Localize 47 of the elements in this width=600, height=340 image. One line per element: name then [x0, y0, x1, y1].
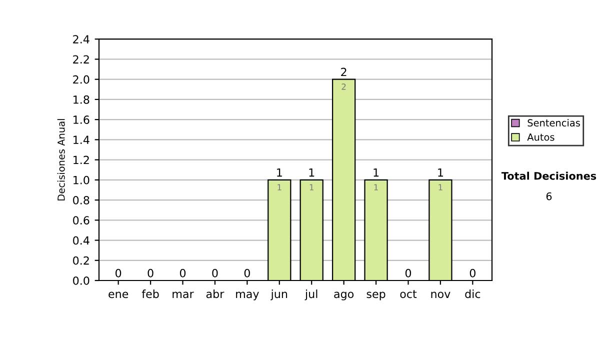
total-label: 0	[116, 268, 122, 278]
x-tick-label: jul	[304, 290, 318, 300]
data-label: 1	[438, 184, 442, 190]
legend-label: Sentencias	[528, 118, 580, 127]
total-label: 1	[374, 168, 379, 177]
y-axis-title: Decisiones Anual	[57, 119, 65, 200]
text: 6	[546, 192, 552, 200]
x-tick-label: mar	[172, 292, 194, 298]
legend-label: Autos	[527, 134, 554, 141]
x-tick-label: ene	[108, 292, 128, 298]
total-label: 0	[244, 268, 250, 278]
total-label: 2	[341, 68, 346, 76]
text: 1.2	[74, 156, 89, 164]
text: 0.4	[73, 236, 90, 245]
x-tick-label: jun	[270, 290, 288, 300]
text: 1.8	[74, 95, 90, 104]
total-label: 1	[277, 168, 282, 177]
total-label: 0	[470, 268, 476, 278]
text: 0.8	[73, 196, 90, 204]
data-label: 1	[374, 184, 378, 190]
total-label: 1	[438, 168, 443, 177]
total-label: 0	[148, 268, 154, 278]
text: 0.0	[73, 276, 90, 285]
text: 1.4	[74, 136, 90, 144]
x-tick-label: feb	[142, 290, 159, 298]
text: Total Decisiones	[501, 172, 596, 180]
x-tick-label: nov	[431, 292, 450, 298]
total-label: 1	[309, 168, 314, 177]
text: 2.2	[73, 55, 89, 64]
x-tick-label: dic	[465, 290, 480, 298]
x-tick-label: abr	[206, 290, 224, 298]
text: 0.2	[73, 256, 89, 265]
text: 1.0	[74, 176, 90, 184]
text: 2.0	[73, 75, 90, 84]
total-label: 0	[405, 268, 412, 278]
x-tick-label: ago	[334, 292, 354, 300]
text: 2.4	[73, 35, 90, 44]
data-label: 1	[278, 184, 282, 190]
data-label: 1	[310, 184, 314, 190]
x-tick-label: may	[236, 292, 259, 300]
data-label: 2	[342, 84, 346, 90]
x-tick-label: sep	[366, 292, 386, 300]
total-label: 0	[212, 268, 218, 278]
text: 0.6	[73, 216, 90, 225]
total-label: 0	[180, 268, 186, 278]
text: 1.6	[74, 116, 90, 124]
x-tick-label: oct	[400, 290, 417, 298]
